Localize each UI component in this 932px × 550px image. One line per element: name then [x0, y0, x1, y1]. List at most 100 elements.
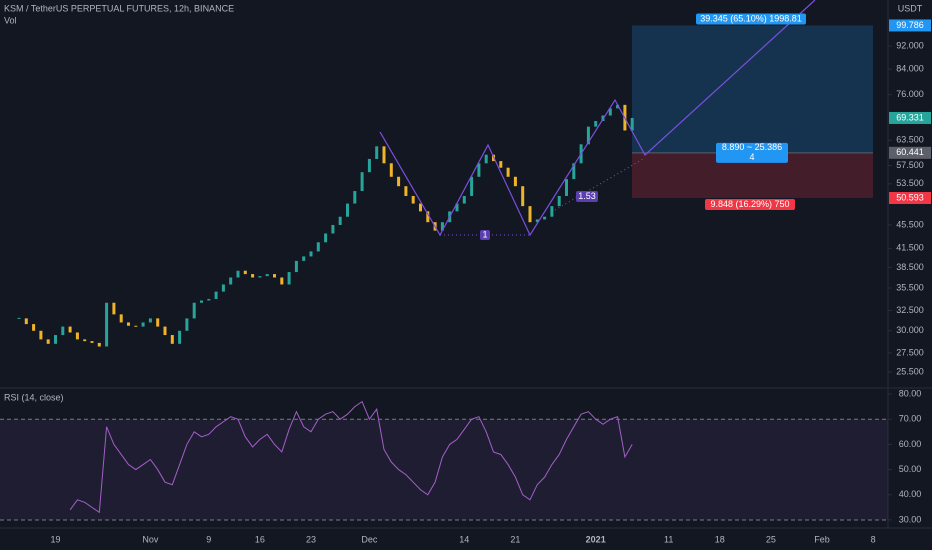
candle — [557, 195, 561, 207]
candle — [236, 270, 240, 278]
y-tick-label: 45.500 — [896, 219, 924, 229]
candle — [265, 274, 269, 277]
price-marker-box — [889, 146, 931, 159]
pattern-tag — [576, 191, 598, 202]
candle — [338, 216, 342, 225]
x-tick-label: 8 — [871, 534, 876, 544]
candle — [207, 298, 211, 301]
price-marker: 50.593 — [896, 192, 924, 202]
x-tick-label: 19 — [50, 534, 60, 544]
price-marker-box — [889, 192, 931, 205]
candle — [294, 260, 298, 273]
chart-title: KSM / TetherUS PERPETUAL FUTURES, 12h, B… — [4, 3, 234, 13]
x-tick-label: Nov — [142, 534, 159, 544]
price-marker-box — [889, 111, 931, 124]
pattern-tag — [480, 230, 490, 240]
x-tick-label: 2021 — [586, 534, 606, 544]
y-tick-label: 32.500 — [896, 305, 924, 315]
candle — [119, 314, 123, 323]
candle — [280, 277, 284, 285]
y-tick-label: 30.000 — [896, 325, 924, 335]
candle — [97, 342, 101, 347]
x-tick-label: Dec — [361, 534, 378, 544]
axis-unit: USDT — [898, 3, 923, 13]
candle — [170, 335, 174, 344]
candle — [178, 330, 182, 344]
candle — [134, 325, 138, 327]
candle — [513, 176, 517, 187]
candle — [68, 326, 72, 333]
candle — [608, 108, 612, 116]
candle — [382, 146, 386, 164]
candle — [105, 302, 109, 347]
candle — [419, 203, 422, 212]
candle — [550, 206, 554, 217]
target-zone — [632, 25, 873, 153]
x-tick-label: 18 — [715, 534, 725, 544]
candle — [127, 322, 130, 326]
candle — [360, 172, 364, 192]
candle — [462, 195, 466, 204]
candle — [521, 186, 525, 207]
candle — [331, 224, 335, 234]
candle — [586, 126, 590, 145]
price-marker: 60.441 — [896, 147, 924, 157]
candle — [572, 163, 576, 180]
candle — [46, 339, 50, 344]
y-tick-label: 30.00 — [899, 514, 922, 524]
y-tick-label: 70.00 — [899, 414, 922, 424]
candle — [61, 326, 65, 336]
candle — [470, 176, 474, 196]
candle — [404, 186, 408, 196]
candle — [506, 167, 510, 177]
y-tick-label: 25.500 — [896, 366, 924, 376]
candle — [273, 274, 276, 278]
candle — [17, 317, 21, 319]
candle — [484, 154, 488, 164]
candle — [251, 274, 255, 278]
y-tick-label: 60.00 — [899, 439, 922, 449]
x-tick-label: 21 — [510, 534, 520, 544]
rsi-line — [69, 400, 633, 514]
y-tick-label: 84.000 — [896, 64, 924, 74]
candle — [543, 216, 547, 220]
x-tick-label: 23 — [306, 534, 316, 544]
candle — [75, 332, 79, 340]
candle — [565, 179, 568, 196]
y-tick-label: 40.00 — [899, 489, 922, 499]
pattern-label: 1 — [482, 229, 487, 239]
candle — [616, 104, 620, 109]
y-tick-label: 92.000 — [896, 40, 924, 50]
candle — [346, 203, 349, 217]
target-label: 39.345 (65.10%) 1998.81 — [700, 13, 802, 23]
candle — [528, 206, 532, 223]
candle — [287, 272, 291, 285]
pattern-label: 1.53 — [578, 191, 596, 201]
y-tick-label: 35.500 — [896, 282, 924, 292]
candle — [309, 251, 313, 257]
candle — [141, 322, 145, 327]
candle — [39, 330, 43, 340]
candle — [302, 256, 306, 261]
stop-label: 9.848 (16.29%) 750 — [710, 199, 789, 209]
candle — [389, 163, 393, 177]
y-tick-label: 57.500 — [896, 160, 924, 170]
candle — [112, 302, 116, 315]
candle — [54, 335, 57, 344]
candle — [375, 146, 379, 159]
target-label-box — [696, 13, 806, 25]
candle — [24, 318, 28, 325]
y-tick-label: 41.500 — [896, 243, 924, 253]
candle — [32, 324, 36, 331]
candle — [630, 117, 634, 131]
range-label: 4 — [749, 152, 754, 162]
y-tick-label: 63.500 — [896, 135, 924, 145]
y-tick-label: 80.00 — [899, 388, 922, 398]
x-tick-label: 9 — [206, 534, 211, 544]
candle — [229, 277, 233, 285]
candle — [316, 242, 320, 252]
y-tick-label: 50.00 — [899, 464, 922, 474]
candle — [243, 270, 247, 275]
